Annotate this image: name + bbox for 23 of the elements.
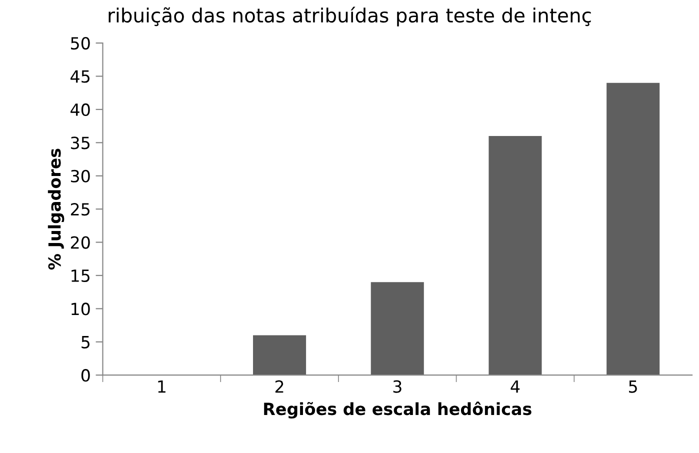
y-tick-label: 10 bbox=[72, 302, 90, 316]
bar bbox=[370, 282, 424, 376]
y-tick-label: 20 bbox=[70, 236, 90, 249]
bar bbox=[488, 136, 542, 376]
bar bbox=[253, 335, 306, 376]
y-axis-title: % Julgadores bbox=[48, 148, 64, 270]
bar bbox=[606, 82, 660, 376]
x-tick-label: 2 bbox=[275, 380, 284, 393]
y-tick-label: 0 bbox=[81, 369, 90, 382]
y-tick-label: 50 bbox=[71, 36, 90, 50]
y-tick-label: 25 bbox=[70, 203, 90, 216]
y-tick-label: 30 bbox=[71, 170, 90, 182]
y-tick-label: 40 bbox=[70, 103, 90, 116]
x-tick-label: 3 bbox=[393, 380, 402, 393]
y-tick-label: 15 bbox=[72, 270, 90, 282]
y-tick-label: 35 bbox=[71, 136, 90, 150]
x-axis-title: Regiões de escala hedônicas bbox=[264, 402, 532, 419]
x-tick-label: 5 bbox=[629, 380, 637, 393]
x-tick-label: 1 bbox=[158, 380, 166, 393]
x-tick-label: 4 bbox=[510, 380, 520, 393]
chart-title: ribuição das notas atribuídas para teste de intenç bbox=[108, 6, 591, 26]
y-tick-label: 45 bbox=[70, 70, 90, 83]
y-tick-label: 5 bbox=[82, 336, 90, 348]
